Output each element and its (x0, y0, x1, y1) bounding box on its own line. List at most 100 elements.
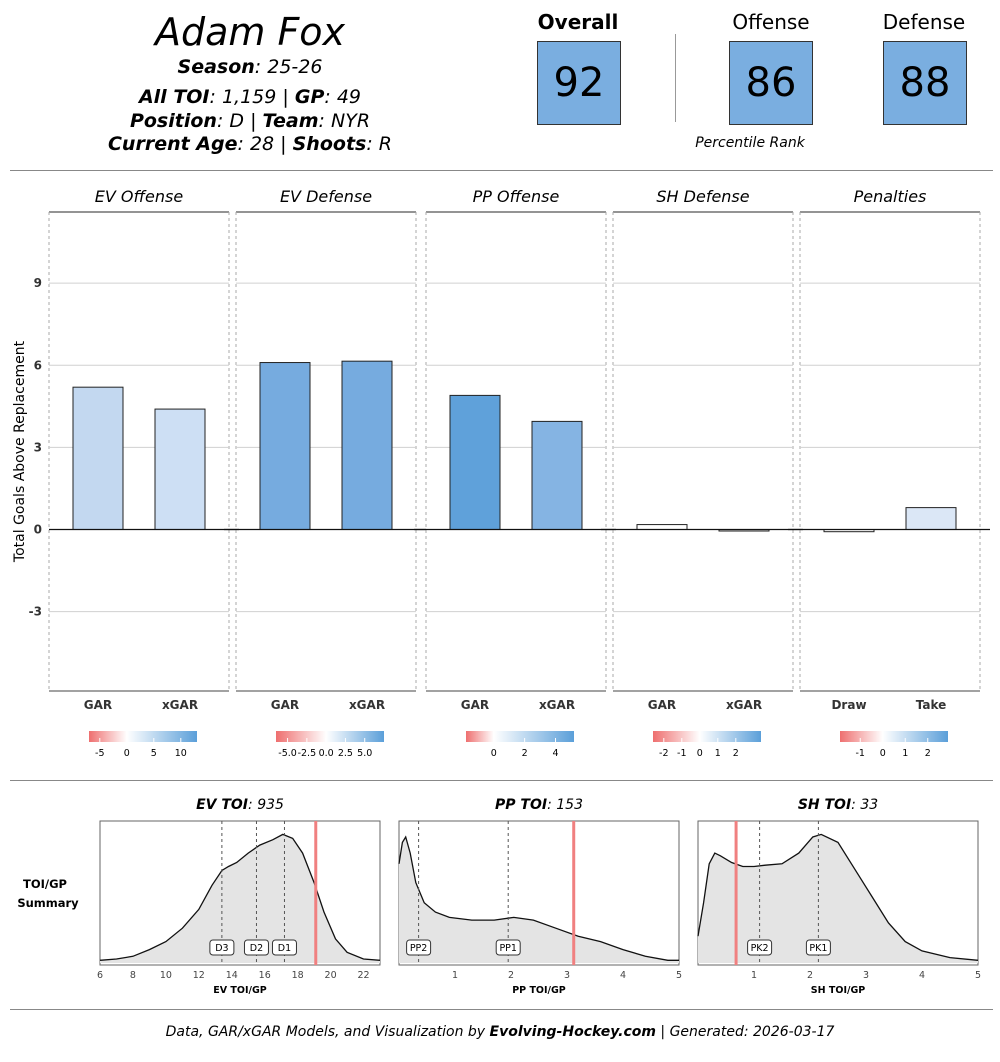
bar-gar (449, 394, 501, 531)
x-tick-label: 8 (130, 970, 136, 981)
legend-tick-label: 1 (715, 748, 721, 759)
density-title-sep: : (248, 797, 257, 813)
separator-top (10, 170, 993, 171)
density-curve (99, 833, 381, 961)
footer-credit: Data, GAR/xGAR Models, and Visualization… (0, 1024, 1000, 1040)
tier-label-box (243, 939, 269, 956)
density-title-value: 33 (860, 797, 878, 813)
legend-tick-label: 0 (697, 748, 703, 759)
density-curve (398, 835, 679, 961)
x-tick-label: xGAR (162, 698, 198, 712)
y-tick-label: 3 (34, 440, 42, 454)
shoots-label: Shoots (292, 133, 367, 155)
legend-tick-label: 5.0 (357, 748, 372, 759)
panel-title: SH Defense (656, 187, 749, 206)
y-axis-label: Total Goals Above Replacement (12, 340, 28, 563)
offense-rank-box: 86 (729, 41, 813, 125)
tier-label-box (805, 939, 831, 956)
footer-prefix: Data, GAR/xGAR Models, and Visualization… (165, 1024, 490, 1040)
age-value: 28 (249, 133, 275, 155)
legend-tick-label: 0 (124, 748, 130, 759)
x-tick-label: GAR (648, 698, 676, 712)
defense-rank-box: 88 (883, 41, 967, 125)
legend-tick-label: 10 (175, 748, 187, 759)
x-tick-label: 10 (160, 970, 172, 981)
x-tick-label: 12 (193, 970, 205, 981)
y-tick-label: -3 (29, 605, 42, 619)
tier-label: D1 (278, 943, 291, 954)
offense-title: Offense (732, 10, 810, 34)
tier-label-box (747, 939, 773, 956)
density-title-sep: : (851, 797, 860, 813)
legend-tick-label: -2 (659, 748, 668, 759)
legend-tick-label: 2 (733, 748, 739, 759)
x-axis-label: PP TOI/GP (512, 985, 566, 996)
player-name: Adam Fox (154, 10, 346, 54)
legend-colorbar (89, 731, 197, 742)
panel-title: Penalties (854, 187, 927, 206)
x-tick-label: GAR (461, 698, 489, 712)
x-tick-label: Draw (831, 698, 866, 712)
tier-label-box (209, 939, 235, 956)
legend-colorbar (276, 731, 384, 742)
summary-label: TOI/GP (23, 877, 67, 891)
season-label: Season (177, 56, 255, 78)
tier-label: PK1 (809, 943, 827, 954)
density-area (399, 837, 679, 963)
density-title-label: EV TOI (196, 797, 248, 813)
footer-site: Evolving-Hockey.com (489, 1024, 656, 1040)
separator-middle (10, 780, 993, 781)
legend-tick-label: 0 (880, 748, 886, 759)
bar-take (905, 507, 957, 531)
bar-xgar (531, 420, 583, 531)
density-area (100, 834, 380, 963)
tier-label-box (495, 939, 521, 956)
x-tick-label: 18 (292, 970, 304, 981)
bar-gar (72, 386, 124, 531)
x-tick-label: xGAR (349, 698, 385, 712)
defense-title: Defense (882, 10, 966, 34)
x-tick-label: 1 (452, 970, 458, 981)
legend-tick-label: 2 (925, 748, 931, 759)
rank-divider (675, 34, 676, 122)
toi-gp-line: All TOI: 1,159 | GP: 49 (138, 86, 362, 108)
panel-title: EV Offense (95, 187, 184, 206)
season-value: 25-26 (267, 56, 323, 78)
legend-colorbar (840, 731, 948, 742)
legend-colorbar (466, 731, 574, 742)
density-title-value: 153 (556, 797, 583, 813)
x-tick-label: 14 (226, 970, 238, 981)
density-title-sep: : (547, 797, 556, 813)
team-value: NYR (331, 110, 371, 132)
x-tick-label: GAR (271, 698, 299, 712)
season-line: Season: 25-26 (177, 56, 323, 78)
x-tick-label: xGAR (726, 698, 762, 712)
legend-tick-label: 1 (902, 748, 908, 759)
x-tick-label: 16 (259, 970, 271, 981)
density-title-label: SH TOI (798, 797, 851, 813)
legend-tick-label: 0 (491, 748, 497, 759)
tier-label-box (271, 939, 297, 956)
density-title-value: 935 (257, 797, 284, 813)
position-value: D (229, 110, 245, 132)
x-axis-label: SH TOI/GP (811, 985, 865, 996)
separator-bottom (10, 1009, 993, 1010)
bar-gar (259, 362, 311, 531)
density-curve (697, 833, 979, 961)
legend-tick-label: 2 (522, 748, 528, 759)
toi-value: 1,159 (221, 86, 277, 108)
overall-rank-box: 92 (537, 41, 621, 125)
legend-tick-label: -1 (856, 748, 865, 759)
x-tick-label: 4 (919, 970, 925, 981)
legend-tick-label: 2.5 (338, 748, 353, 759)
bar-gar (636, 524, 688, 531)
legend-tick-label: 5 (151, 748, 157, 759)
x-tick-label: 2 (508, 970, 514, 981)
legend-colorbar (653, 731, 761, 742)
position-label: Position (129, 110, 217, 132)
density-title: SH TOI: 33 (798, 797, 878, 813)
x-tick-label: 22 (357, 970, 369, 981)
legend-tick-label: -1 (677, 748, 686, 759)
x-tick-label: 3 (863, 970, 869, 981)
legend-tick-label: -5 (95, 748, 104, 759)
